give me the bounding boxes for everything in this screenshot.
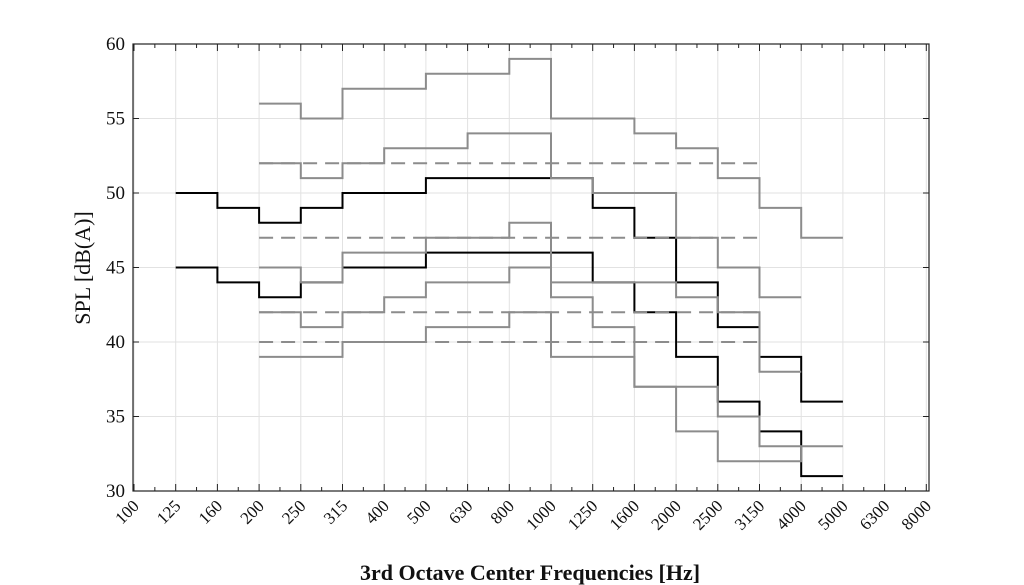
series-gray-4 bbox=[259, 221, 802, 373]
y-axis-label: SPL [dB(A)] bbox=[70, 211, 95, 324]
series-black-1 bbox=[175, 251, 843, 478]
series-gray-6 bbox=[259, 311, 802, 448]
y-tick-label: 40 bbox=[106, 332, 125, 353]
x-tick-label: 8000 bbox=[898, 496, 935, 533]
x-tick-label: 5000 bbox=[814, 496, 851, 533]
x-tick-label: 800 bbox=[487, 496, 518, 527]
x-tick-label: 250 bbox=[278, 496, 309, 527]
series-black-0 bbox=[175, 177, 843, 403]
x-tick-label: 160 bbox=[195, 496, 226, 527]
y-tick-label: 60 bbox=[106, 34, 125, 55]
y-tick-label: 35 bbox=[106, 407, 125, 428]
x-tick-label: 1250 bbox=[564, 496, 601, 533]
series-gray-3 bbox=[259, 132, 802, 299]
y-tick-label: 50 bbox=[106, 183, 125, 204]
x-tick-label: 2500 bbox=[689, 496, 726, 533]
x-tick-label: 4000 bbox=[773, 496, 810, 533]
x-tick-label: 6300 bbox=[856, 496, 893, 533]
x-tick-label: 200 bbox=[236, 496, 267, 527]
y-tick-label: 55 bbox=[106, 109, 125, 130]
x-tick-label: 315 bbox=[320, 496, 351, 527]
x-tick-label: 630 bbox=[445, 496, 476, 527]
x-tick-label: 500 bbox=[403, 496, 434, 527]
y-tick-label: 30 bbox=[106, 481, 125, 502]
series-gray-2 bbox=[259, 57, 843, 239]
x-tick-label: 1600 bbox=[606, 496, 643, 533]
x-tick-label: 2000 bbox=[647, 496, 684, 533]
y-tick-label: 45 bbox=[106, 258, 125, 279]
x-tick-label: 400 bbox=[362, 496, 393, 527]
x-tick-label: 1000 bbox=[522, 496, 559, 533]
x-tick-label: 125 bbox=[153, 496, 184, 527]
x-tick-label: 3150 bbox=[731, 496, 768, 533]
series-group bbox=[175, 57, 843, 478]
y-ticks: 30 35 40 45 50 55 60 bbox=[106, 34, 929, 502]
x-axis-label: 3rd Octave Center Frequencies [Hz] bbox=[360, 560, 700, 585]
x-ticks: 100 125 160 200 250 315 400 500 630 800 1000 1250 16… bbox=[111, 44, 935, 534]
